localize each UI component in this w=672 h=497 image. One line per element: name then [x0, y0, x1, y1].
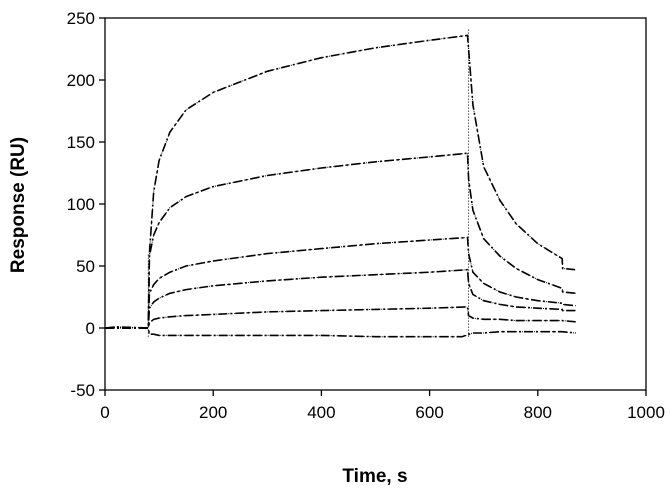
plot-border — [104, 17, 647, 391]
y-axis-ticks: -50 0 50 100 150 200 250 — [67, 9, 105, 400]
y-tick-label: 0 — [86, 319, 95, 338]
y-tick-label: -50 — [70, 381, 95, 400]
x-axis-ticks: 0 200 400 600 800 1000 — [100, 390, 665, 422]
x-tick-label: 200 — [199, 403, 227, 422]
y-tick-label: 250 — [67, 9, 95, 28]
x-tick-label: 0 — [100, 403, 109, 422]
measured-curve-2 — [105, 152, 576, 329]
fit-curve — [105, 152, 576, 329]
fit-curve — [105, 236, 576, 329]
y-tick-label: 200 — [67, 71, 95, 90]
y-tick-label: 150 — [67, 133, 95, 152]
fit-curve — [105, 327, 576, 338]
plot-frame — [104, 17, 647, 391]
measured-curve-3 — [105, 236, 576, 329]
x-tick-label: 800 — [524, 403, 552, 422]
x-tick-label: 400 — [307, 403, 335, 422]
x-tick-label: 1000 — [627, 403, 665, 422]
measured-curve-4 — [105, 268, 576, 329]
y-tick-label: 50 — [76, 257, 95, 276]
measured-curve-5 — [105, 306, 576, 329]
y-tick-label: 100 — [67, 195, 95, 214]
y-axis-title: Response (RU) — [8, 137, 29, 273]
measured-curve-6 — [105, 327, 576, 338]
x-axis-title: Time, s — [342, 466, 407, 487]
measured-curve-1 — [104, 34, 576, 329]
fit-curve — [104, 34, 576, 329]
x-tick-label: 600 — [415, 403, 443, 422]
data-curves — [104, 27, 576, 338]
